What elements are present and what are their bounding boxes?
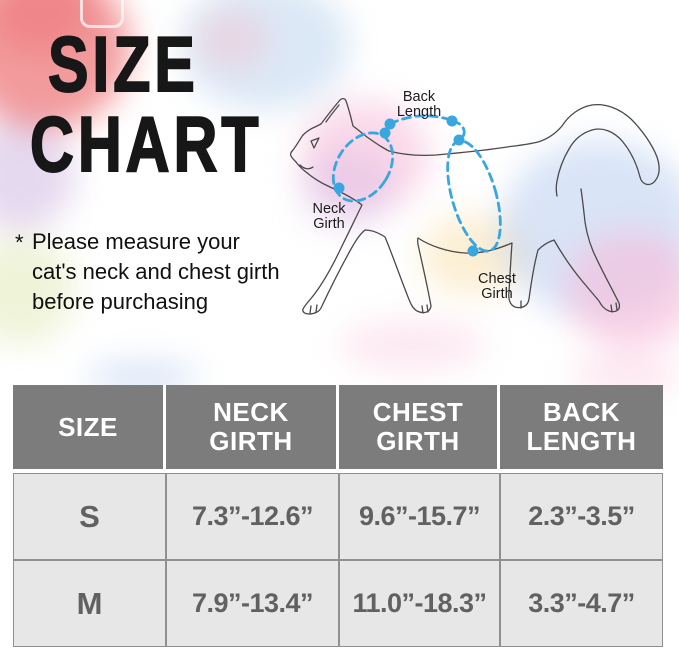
m-neck-girth-cell: 7.9”-13.4” [166, 560, 339, 647]
m-chest-girth-cell: 11.0”-18.3” [339, 560, 500, 647]
measurement-annotations [331, 114, 502, 257]
measure-point-dot [379, 127, 391, 139]
neck-girth-label-line2: Girth [313, 216, 344, 232]
column-header-neck-girth: NECK GIRTH [166, 385, 339, 473]
page-title: SIZE CHART [29, 20, 263, 188]
back-length-dashed-line [388, 114, 453, 126]
note-line-3: before purchasing [32, 289, 209, 314]
back-length-label-line1: Back [403, 89, 436, 105]
chest-girth-label-line1: Chest [478, 271, 516, 287]
chest-girth-label-line2: Girth [481, 286, 512, 302]
size-table: SIZE NECK GIRTH CHEST GIRTH BACK LENGTH … [13, 385, 663, 647]
neck-girth-dashed-ellipse [331, 131, 395, 203]
s-neck-girth-cell: 7.3”-12.6” [166, 473, 339, 560]
s-back-length-cell: 2.3”-3.5” [500, 473, 663, 560]
size-s-cell: S [13, 473, 166, 560]
title-line-1: SIZE [47, 20, 199, 108]
size-m-cell: M [13, 560, 166, 647]
measure-note: * Please measure your cat's neck and che… [15, 227, 280, 317]
column-header-chest-girth: CHEST GIRTH [339, 385, 500, 473]
measurement-labels: Back Length Neck Girth Chest Girth [312, 89, 515, 302]
note-line-1: Please measure your [32, 229, 240, 254]
back-length-label-line2: Length [397, 104, 441, 120]
chest-girth-dashed-ellipse [446, 139, 502, 253]
column-header-size: SIZE [13, 385, 166, 473]
m-back-length-cell: 3.3”-4.7” [500, 560, 663, 647]
title-line-2: CHART [29, 100, 263, 188]
note-line-2: cat's neck and chest girth [32, 259, 280, 284]
rounded-square-watermark-icon [80, 0, 124, 28]
measure-point-dot [453, 134, 465, 146]
asterisk-marker: * [15, 230, 24, 255]
measure-point-dot [333, 182, 345, 194]
column-header-back-length: BACK LENGTH [500, 385, 663, 473]
s-chest-girth-cell: 9.6”-15.7” [339, 473, 500, 560]
neck-girth-label-line1: Neck [312, 201, 346, 217]
measure-point-dot [446, 115, 458, 127]
measure-point-dot [384, 118, 396, 130]
cat-outline-drawing [289, 97, 660, 315]
measure-point-dot [467, 245, 479, 257]
